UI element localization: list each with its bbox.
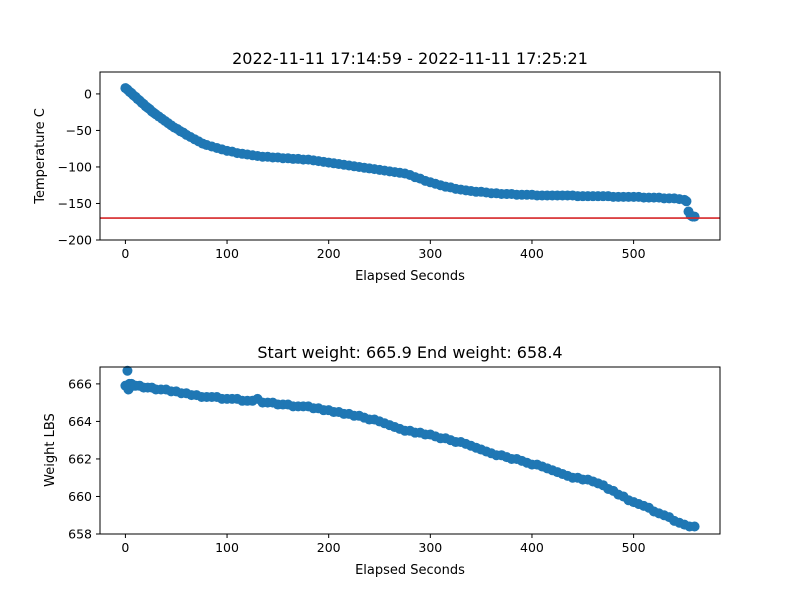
weight-xtick-label: 200 [317, 540, 341, 555]
weight-ytick-label: 660 [68, 489, 92, 504]
weight-chart-title: Start weight: 665.9 End weight: 658.4 [257, 343, 562, 362]
temperature-chart-marks [100, 83, 720, 222]
weight-ytick-label: 662 [68, 451, 92, 466]
weight-chart-ticks: 0 100 200 300 400 500 658 660 662 664 666 [68, 376, 645, 555]
weight-chart-marks [120, 365, 700, 532]
temperature-chart-ticks: 0 100 200 300 400 500 0 −50 −100 −150 −200 [58, 86, 646, 261]
temperature-ytick-label: −200 [58, 233, 92, 248]
weight-chart-ylabel: Weight LBS [43, 413, 58, 487]
weight-data-point [689, 521, 700, 532]
temperature-ytick-label: −100 [58, 159, 92, 174]
weight-chart: Start weight: 665.9 End weight: 658.4 0 1… [43, 343, 721, 578]
weight-ytick-label: 666 [68, 376, 92, 391]
temperature-data-point [681, 196, 692, 207]
weight-ytick-label: 658 [68, 527, 92, 542]
temperature-xtick-label: 200 [317, 246, 341, 261]
temperature-xtick-label: 400 [520, 246, 544, 261]
weight-data-point [122, 365, 133, 376]
temperature-ytick-label: 0 [84, 86, 92, 101]
temperature-xtick-label: 0 [121, 246, 129, 261]
weight-xtick-label: 300 [418, 540, 442, 555]
weight-xtick-label: 100 [215, 540, 239, 555]
temperature-ytick-label: −50 [66, 123, 92, 138]
temperature-data-point [689, 211, 700, 222]
temperature-xtick-label: 500 [622, 246, 646, 261]
temperature-chart-xlabel: Elapsed Seconds [355, 269, 465, 284]
temperature-chart-frame [99, 71, 721, 241]
temperature-xtick-label: 300 [418, 246, 442, 261]
weight-xtick-label: 0 [121, 540, 129, 555]
temperature-chart-ylabel: Temperature C [33, 108, 48, 205]
weight-xtick-label: 400 [520, 540, 544, 555]
weight-chart-xlabel: Elapsed Seconds [355, 563, 465, 578]
weight-xtick-label: 500 [622, 540, 646, 555]
weight-chart-frame [99, 366, 721, 535]
temperature-chart-title: 2022-11-11 17:14:59 - 2022-11-11 17:25:2… [232, 49, 588, 68]
temperature-ytick-label: −150 [58, 196, 92, 211]
temperature-xtick-label: 100 [215, 246, 239, 261]
temperature-chart: 2022-11-11 17:14:59 - 2022-11-11 17:25:2… [33, 49, 721, 284]
weight-ytick-label: 664 [68, 414, 92, 429]
